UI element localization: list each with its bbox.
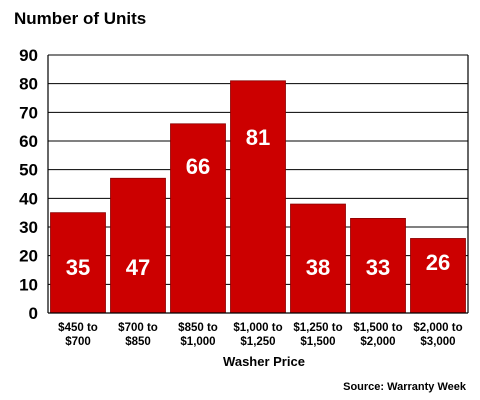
y-tick-label: 10 <box>19 275 38 294</box>
data-label: 33 <box>366 255 390 280</box>
bar <box>170 123 226 314</box>
data-label: 81 <box>246 125 270 150</box>
y-tick-label: 40 <box>19 189 38 208</box>
data-label: 38 <box>306 255 330 280</box>
x-axis-label: Washer Price <box>223 354 305 369</box>
y-tick-label: 30 <box>19 218 38 237</box>
source-note: Source: Warranty Week <box>343 381 467 393</box>
data-label: 35 <box>66 255 90 280</box>
x-tick-label: $1,250 to $1,500 <box>293 322 342 348</box>
x-tick-label: $1,000 to $1,250 <box>233 322 282 348</box>
bar <box>50 212 106 314</box>
bar <box>230 80 286 314</box>
bars: 35 47 66 81 38 33 26 <box>50 80 466 314</box>
y-tick-label: 20 <box>19 247 38 266</box>
data-label: 26 <box>426 250 450 275</box>
y-tick-label: 0 <box>29 304 38 323</box>
x-tick-label: $1,500 to $2,000 <box>353 322 402 348</box>
x-tick-label: $2,000 to $3,000 <box>413 322 462 348</box>
chart-title: Number of Units <box>14 9 146 28</box>
x-tick-labels: $450 to $700 $700 to $850 $850 to $1,000 $1,00… <box>58 322 462 348</box>
y-tick-label: 60 <box>19 132 38 151</box>
y-tick-label: 80 <box>19 75 38 94</box>
data-label: 47 <box>126 255 150 280</box>
y-tick-labels: 0 10 20 30 40 50 60 70 80 90 <box>19 46 38 323</box>
y-tick-label: 70 <box>19 103 38 122</box>
x-tick-label: $850 to $1,000 <box>178 322 218 348</box>
axes <box>47 55 469 314</box>
y-tick-label: 90 <box>19 46 38 65</box>
x-tick-label: $450 to $700 <box>58 322 98 348</box>
x-tick-label: $700 to $850 <box>118 322 158 348</box>
bar <box>110 177 166 314</box>
data-label: 66 <box>186 154 210 179</box>
y-tick-label: 50 <box>19 161 38 180</box>
